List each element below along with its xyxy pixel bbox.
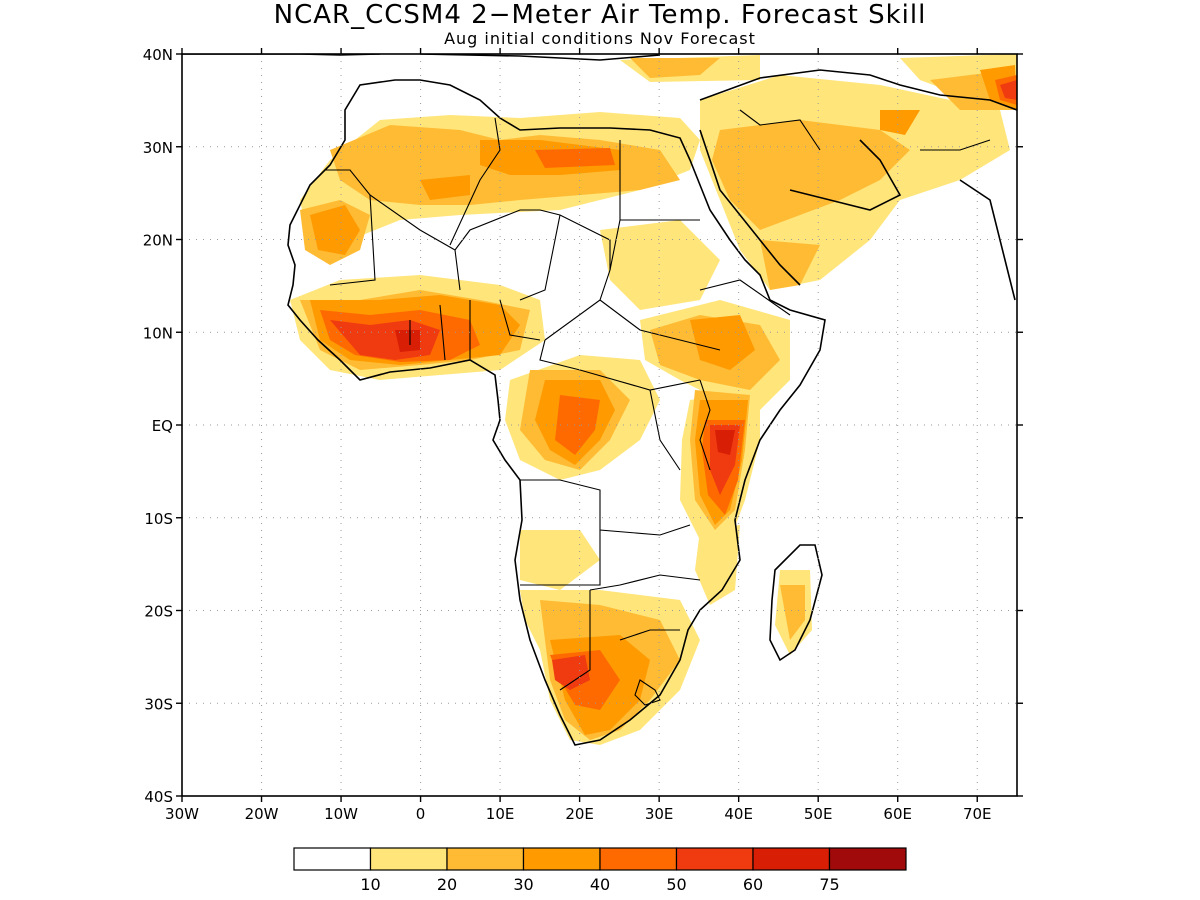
colorbar-labels: 10 20 30 40 50 60 75 <box>360 875 839 894</box>
colorbar-label: 20 <box>437 875 457 894</box>
lon-tick-label: 60E <box>883 805 912 823</box>
colorbar-swatch <box>599 847 678 871</box>
map-subtitle: Aug initial conditions Nov Forecast <box>444 29 756 48</box>
colorbar-swatch <box>675 847 754 871</box>
lat-tick-label: 30N <box>143 139 173 157</box>
lon-tick-label: 30E <box>645 805 674 823</box>
lat-tick-label: 20N <box>143 232 173 250</box>
colorbar <box>293 847 907 871</box>
colorbar-swatch <box>446 847 525 871</box>
colorbar-swatch <box>293 847 372 871</box>
lat-tick-label: 30S <box>144 695 173 713</box>
lon-tick-label: 20E <box>565 805 594 823</box>
lat-tick-label: 10N <box>143 324 173 342</box>
colorbar-swatch <box>828 847 907 871</box>
colorbar-label: 60 <box>743 875 763 894</box>
colorbar-swatch <box>522 847 601 871</box>
colorbar-label: 75 <box>819 875 839 894</box>
gridlines <box>182 54 1017 796</box>
skill-contour-fills <box>290 54 1017 745</box>
lat-tick-label: 10S <box>144 510 173 528</box>
lon-tick-label: 0 <box>416 805 426 823</box>
lon-tick-label: 30W <box>165 805 199 823</box>
colorbar-swatch <box>752 847 831 871</box>
lat-tick-label: EQ <box>152 417 173 435</box>
lat-tick-label: 40N <box>143 46 173 64</box>
colorbar-label: 10 <box>360 875 380 894</box>
lon-tick-label: 40E <box>724 805 753 823</box>
lat-tick-label: 40S <box>144 788 173 806</box>
lon-tick-label: 10W <box>324 805 358 823</box>
colorbar-label: 30 <box>513 875 533 894</box>
map-title: NCAR_CCSM4 2−Meter Air Temp. Forecast Sk… <box>273 0 927 30</box>
colorbar-swatch <box>369 847 448 871</box>
lat-tick-label: 20S <box>144 603 173 621</box>
lon-tick-label: 70E <box>963 805 992 823</box>
colorbar-label: 40 <box>590 875 610 894</box>
longitude-labels: 30W 20W 10W 0 10E 20E 30E 40E 50E 60E 70E <box>165 805 991 823</box>
lon-tick-label: 50E <box>804 805 833 823</box>
skill-level-60-75 <box>395 330 735 455</box>
axis-ticks <box>176 48 1023 802</box>
lon-tick-label: 10E <box>486 805 515 823</box>
colorbar-label: 50 <box>666 875 686 894</box>
latitude-labels: 40N 30N 20N 10N EQ 10S 20S 30S 40S <box>143 46 173 806</box>
lon-tick-label: 20W <box>245 805 279 823</box>
